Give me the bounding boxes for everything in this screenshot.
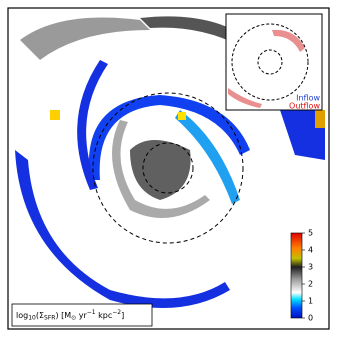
label-part: 10	[28, 314, 36, 321]
colorbar-tick-label: 3	[308, 263, 313, 272]
label-part: yr	[76, 311, 87, 320]
arm	[88, 95, 250, 180]
colorbar-tick-label: 1	[308, 297, 313, 306]
outflow-region	[272, 29, 305, 52]
label-part: log	[16, 311, 28, 320]
ring	[112, 120, 210, 218]
core	[130, 140, 191, 200]
colorbar-tick-label: 0	[308, 314, 313, 323]
patch	[50, 110, 60, 120]
label-part: ]	[121, 311, 124, 320]
label-part: kpc	[96, 311, 113, 320]
label-part: ) [M	[55, 311, 71, 320]
colorbar	[290, 232, 303, 319]
label-part: −1	[87, 309, 96, 316]
label-part: ⊙	[71, 314, 76, 321]
patch	[280, 110, 325, 160]
colorbar-tick-label: 5	[308, 229, 313, 238]
inset-inner-circle	[257, 49, 283, 75]
patch	[315, 110, 325, 128]
colorbar-tick-label: 2	[308, 280, 313, 289]
outer-circle	[92, 92, 244, 244]
arm	[15, 150, 230, 308]
legend-entry: Inflow	[296, 94, 320, 103]
arm	[20, 17, 150, 60]
label-part: (Σ	[36, 311, 44, 320]
inset-outer-circle	[231, 23, 309, 101]
patch	[178, 112, 186, 120]
inner-circle	[142, 142, 194, 194]
label-box	[11, 303, 153, 327]
arm	[175, 110, 240, 204]
colorbar-tick-label: 4	[308, 246, 313, 255]
label-part: −2	[112, 309, 121, 316]
colorbar-label: log10(ΣSFR) [M⊙ yr−1 kpc−2]	[16, 309, 124, 322]
frame	[7, 7, 330, 330]
legend-entry: Outflow	[289, 102, 320, 111]
outflow-region	[228, 88, 262, 108]
label-part: SFR	[44, 314, 55, 321]
inset	[225, 13, 323, 111]
arm	[140, 16, 250, 46]
arm	[77, 60, 108, 190]
